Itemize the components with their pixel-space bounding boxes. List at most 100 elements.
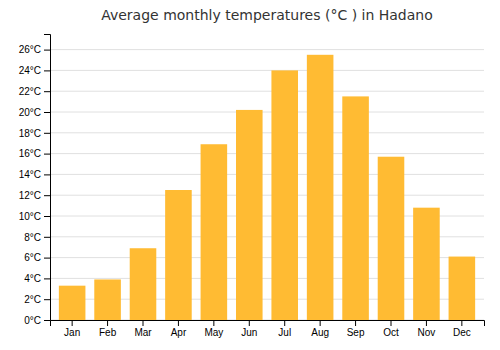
- tick-mark: [44, 174, 50, 175]
- tick: 20°C: [19, 107, 50, 118]
- tick-label: 10°C: [19, 211, 41, 222]
- tick-label: Dec: [453, 327, 471, 338]
- bar: [378, 157, 405, 320]
- tick-mark: [391, 320, 392, 326]
- tick-label: 6°C: [24, 252, 41, 263]
- tick: 4°C: [24, 273, 50, 284]
- tick-mark: [178, 320, 179, 326]
- tick: Jan: [64, 320, 80, 338]
- grid-line: [50, 195, 484, 196]
- tick: 14°C: [19, 169, 50, 180]
- tick: 8°C: [24, 232, 50, 243]
- grid: [50, 50, 484, 320]
- bar: [59, 286, 86, 320]
- tick-mark: [44, 237, 50, 238]
- tick-label: 16°C: [19, 148, 41, 159]
- tick-label: Nov: [418, 327, 436, 338]
- tick-mark: [44, 278, 50, 279]
- bar: [271, 70, 298, 320]
- plot-area: Jan Feb Mar Apr May Jun Jul Aug Sep Oct Nov Dec 0°C 2…: [19, 35, 485, 339]
- tick-mark: [44, 133, 50, 134]
- tick-mark: [44, 70, 50, 71]
- tick: Dec: [453, 320, 471, 338]
- tick-label: Mar: [134, 327, 152, 338]
- tick-label: 18°C: [19, 128, 41, 139]
- tick-label: Sep: [347, 327, 365, 338]
- tick-mark: [284, 320, 285, 326]
- bar: [307, 55, 334, 320]
- tick: Nov: [418, 320, 436, 338]
- y-axis: 0°C 2°C 4°C 6°C 8°C 10°C 12°C 14°C 16°C 18°C 20°C 2…: [19, 35, 51, 326]
- bar: [342, 96, 369, 320]
- tick: Aug: [311, 320, 329, 338]
- tick: 16°C: [19, 148, 50, 159]
- tick: Oct: [383, 320, 399, 338]
- tick: 10°C: [19, 211, 50, 222]
- tick-mark: [44, 50, 50, 51]
- bar: [130, 248, 157, 320]
- grid-line: [50, 174, 484, 175]
- tick: 6°C: [24, 252, 50, 263]
- bar: [94, 279, 121, 320]
- bar: [165, 190, 192, 320]
- tick: Feb: [99, 320, 117, 338]
- bar: [449, 257, 476, 320]
- grid-line: [50, 153, 484, 154]
- axis-line: [44, 35, 51, 321]
- tick: 26°C: [19, 44, 50, 55]
- tick-mark: [44, 299, 50, 300]
- tick: 2°C: [24, 294, 50, 305]
- tick-mark: [320, 320, 321, 326]
- grid-line: [50, 132, 484, 133]
- tick-mark: [213, 320, 214, 326]
- tick-label: Apr: [171, 327, 187, 338]
- tick-mark: [44, 154, 50, 155]
- tick-label: 8°C: [24, 232, 41, 243]
- grid-line: [50, 70, 484, 71]
- tick-mark: [355, 320, 356, 326]
- tick: 12°C: [19, 190, 50, 201]
- tick-label: 0°C: [24, 315, 41, 326]
- tick-label: 4°C: [24, 273, 41, 284]
- tick: May: [204, 320, 223, 338]
- title: Average monthly temperatures (°C ) in Ha…: [101, 7, 433, 23]
- axis-line: [51, 321, 485, 327]
- tick-mark: [44, 195, 50, 196]
- tick-mark: [44, 112, 50, 113]
- bar: [413, 208, 440, 320]
- tick: Jun: [241, 320, 257, 338]
- tick-mark: [44, 91, 50, 92]
- tick-label: 24°C: [19, 65, 41, 76]
- bars: [59, 55, 475, 320]
- tick-label: Feb: [99, 327, 117, 338]
- x-axis: Jan Feb Mar Apr May Jun Jul Aug Sep Oct Nov Dec: [51, 320, 485, 338]
- tick-label: Aug: [311, 327, 329, 338]
- tick-label: Oct: [383, 327, 399, 338]
- tick-label: 26°C: [19, 44, 41, 55]
- tick-label: 2°C: [24, 294, 41, 305]
- tick-mark: [44, 258, 50, 259]
- grid-line: [50, 49, 484, 50]
- tick-mark: [249, 320, 250, 326]
- chart: Jan Feb Mar Apr May Jun Jul Aug Sep Oct Nov Dec 0°C 2…: [0, 0, 500, 350]
- tick-label: 20°C: [19, 107, 41, 118]
- tick: Sep: [347, 320, 365, 338]
- bar: [201, 144, 228, 320]
- tick-mark: [461, 320, 462, 326]
- tick-label: 22°C: [19, 86, 41, 97]
- tick-label: May: [204, 327, 223, 338]
- grid-line: [50, 112, 484, 113]
- tick: 18°C: [19, 128, 50, 139]
- tick: Mar: [134, 320, 152, 338]
- tick-label: Jul: [278, 327, 291, 338]
- tick: Jul: [278, 320, 291, 338]
- tick-label: Jan: [64, 327, 80, 338]
- grid-line: [50, 91, 484, 92]
- tick: Apr: [171, 320, 187, 338]
- tick-label: 14°C: [19, 169, 41, 180]
- tick: 22°C: [19, 86, 50, 97]
- tick-mark: [72, 320, 73, 326]
- tick-mark: [44, 320, 50, 321]
- tick-mark: [107, 320, 108, 326]
- tick: 0°C: [24, 315, 50, 326]
